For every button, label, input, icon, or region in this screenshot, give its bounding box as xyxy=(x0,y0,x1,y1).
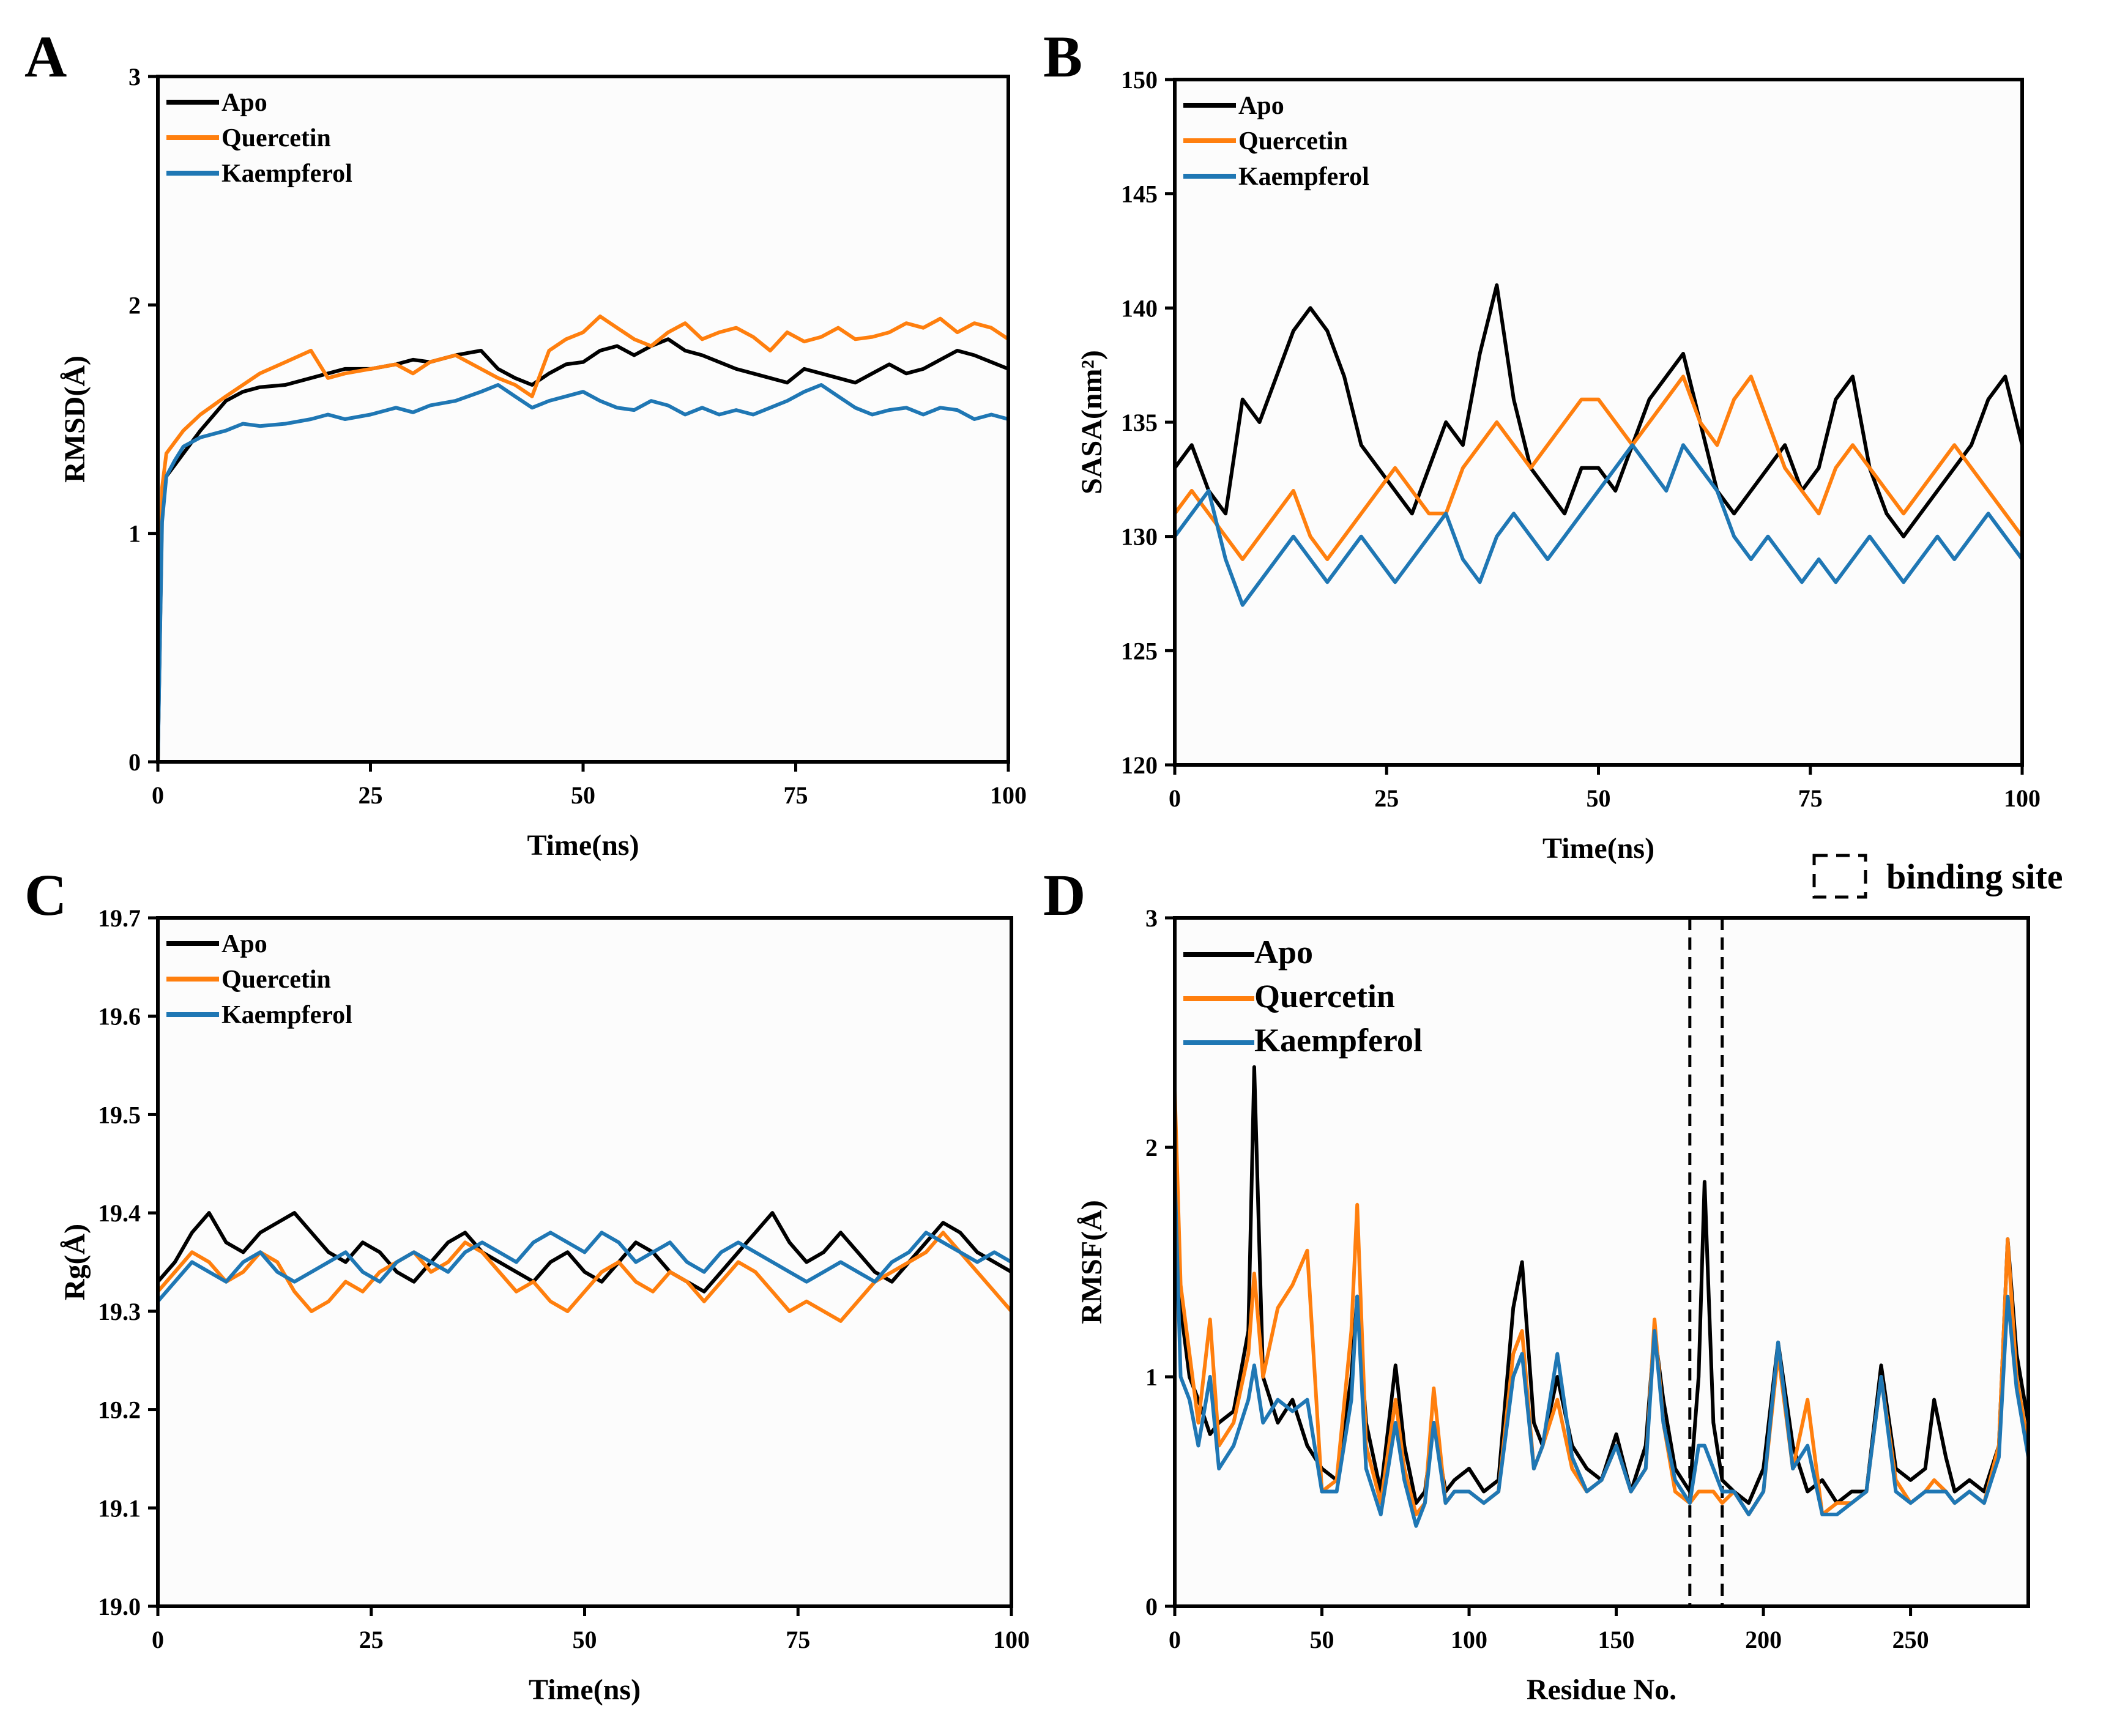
panel-letter: B xyxy=(1043,24,1082,89)
legend-label-quercetin: Quercetin xyxy=(221,124,331,152)
x-tick-label: 50 xyxy=(573,1626,597,1653)
plot-area xyxy=(158,918,1011,1606)
legend-label-quercetin: Quercetin xyxy=(221,966,331,994)
y-tick-label: 19.6 xyxy=(98,1003,141,1030)
series-line-kaempferol xyxy=(156,1231,1013,1303)
x-tick-label: 0 xyxy=(1169,784,1181,812)
y-tick-label: 19.4 xyxy=(98,1199,141,1227)
series-line-kaempferol xyxy=(1173,1170,2030,1528)
series-line-apo xyxy=(156,337,1010,762)
x-tick-label: 25 xyxy=(1374,784,1399,812)
y-tick-label: 19.0 xyxy=(98,1593,141,1620)
legend-label-quercetin: Quercetin xyxy=(1238,127,1348,155)
y-tick-label: 19.7 xyxy=(98,904,141,932)
y-tick-label: 0 xyxy=(128,748,141,776)
series-line-quercetin xyxy=(156,315,1010,762)
panel-d-rmsf-chart: 0 50 100 150 200 250 0 1 2 3 Residue No. RMSF(Å) D Ap… xyxy=(1043,862,2030,1706)
x-tick-label: 100 xyxy=(1451,1626,1487,1653)
binding-site-legend-swatch xyxy=(1812,854,1867,899)
y-tick-label: 145 xyxy=(1121,181,1158,208)
series-line-quercetin xyxy=(156,1231,1013,1323)
panel-letter: D xyxy=(1043,862,1085,928)
y-axis-label: SASA(nm²) xyxy=(1076,350,1108,494)
plot-area xyxy=(1175,80,2022,765)
x-tick-label: 50 xyxy=(571,781,595,809)
binding-site-legend-label: binding site xyxy=(1886,857,2063,896)
y-axis-label: RMSD(Å) xyxy=(59,356,91,483)
y-tick-label: 125 xyxy=(1121,637,1158,665)
x-tick-label: 150 xyxy=(1598,1626,1635,1653)
plot-area xyxy=(1175,918,2028,1606)
x-tick-label: 25 xyxy=(359,781,383,809)
series-line-quercetin xyxy=(1173,374,2024,561)
series-line-apo xyxy=(156,1211,1013,1294)
x-tick-label: 75 xyxy=(784,781,808,809)
y-tick-label: 3 xyxy=(1145,904,1158,932)
panel-letter: C xyxy=(24,862,67,928)
y-tick-label: 120 xyxy=(1121,751,1158,779)
x-tick-label: 0 xyxy=(152,1626,164,1653)
series-line-kaempferol xyxy=(1173,443,2024,607)
y-tick-label: 0 xyxy=(1145,1593,1158,1620)
legend-label-apo: Apo xyxy=(221,89,267,117)
series-line-apo xyxy=(1173,283,2024,538)
plot-area xyxy=(158,76,1008,762)
y-tick-label: 1 xyxy=(128,520,141,548)
y-axis-label: Rg(Å) xyxy=(59,1224,91,1300)
x-tick-label: 50 xyxy=(1587,784,1611,812)
x-tick-label: 0 xyxy=(152,781,164,809)
y-tick-label: 130 xyxy=(1121,523,1158,551)
legend-label-kaempferol: Kaempferol xyxy=(221,160,352,188)
panel-c-rg-chart: 0 25 50 75 100 19.0 19.1 19.2 19.3 19.4 19.5 19.6 19… xyxy=(24,862,1030,1706)
panel-letter: A xyxy=(24,24,67,89)
y-tick-label: 19.5 xyxy=(98,1101,141,1128)
y-tick-label: 3 xyxy=(128,63,141,91)
x-axis-label: Residue No. xyxy=(1527,1674,1676,1706)
x-tick-label: 75 xyxy=(786,1626,810,1653)
legend-label-apo: Apo xyxy=(1238,92,1284,120)
x-axis-label: Time(ns) xyxy=(527,829,639,862)
y-tick-label: 19.3 xyxy=(98,1298,141,1325)
x-tick-label: 200 xyxy=(1745,1626,1782,1653)
panel-a-rmsd-chart: 0 25 50 75 100 0 1 2 3 Time(ns) RMSD(Å) A Apo Quercet… xyxy=(24,24,1027,862)
plot-frame xyxy=(1173,916,2030,1608)
y-tick-label: 19.2 xyxy=(98,1396,141,1424)
legend-label-kaempferol: Kaempferol xyxy=(221,1001,352,1029)
series-line-kaempferol xyxy=(156,383,1009,762)
x-tick-label: 100 xyxy=(2004,784,2041,812)
legend-label-quercetin: Quercetin xyxy=(1254,978,1395,1015)
x-axis-label: Time(ns) xyxy=(1542,832,1654,865)
y-tick-label: 19.1 xyxy=(98,1494,141,1522)
legend-label-kaempferol: Kaempferol xyxy=(1238,163,1369,191)
y-tick-label: 1 xyxy=(1145,1363,1158,1391)
x-tick-label: 50 xyxy=(1310,1626,1334,1653)
x-axis-label: Time(ns) xyxy=(529,1674,641,1706)
x-tick-label: 250 xyxy=(1892,1626,1929,1653)
legend-label-apo: Apo xyxy=(1254,934,1313,970)
legend-label-kaempferol: Kaempferol xyxy=(1254,1022,1423,1059)
binding-site-legend: binding site xyxy=(1812,854,2063,899)
legend-label-apo: Apo xyxy=(221,930,267,958)
y-axis-label: RMSF(Å) xyxy=(1076,1200,1108,1324)
x-tick-label: 100 xyxy=(993,1626,1030,1653)
x-tick-label: 100 xyxy=(990,781,1027,809)
y-tick-label: 135 xyxy=(1121,409,1158,436)
x-tick-label: 75 xyxy=(1798,784,1823,812)
x-tick-label: 25 xyxy=(359,1626,384,1653)
x-tick-label: 0 xyxy=(1169,1626,1181,1653)
y-tick-label: 2 xyxy=(128,291,141,319)
y-tick-label: 140 xyxy=(1121,294,1158,322)
y-tick-label: 2 xyxy=(1145,1134,1158,1161)
y-tick-label: 150 xyxy=(1121,66,1158,94)
panel-b-sasa-chart: 0 25 50 75 100 120 125 130 135 140 145 150 Time(ns) S… xyxy=(1043,24,2041,865)
